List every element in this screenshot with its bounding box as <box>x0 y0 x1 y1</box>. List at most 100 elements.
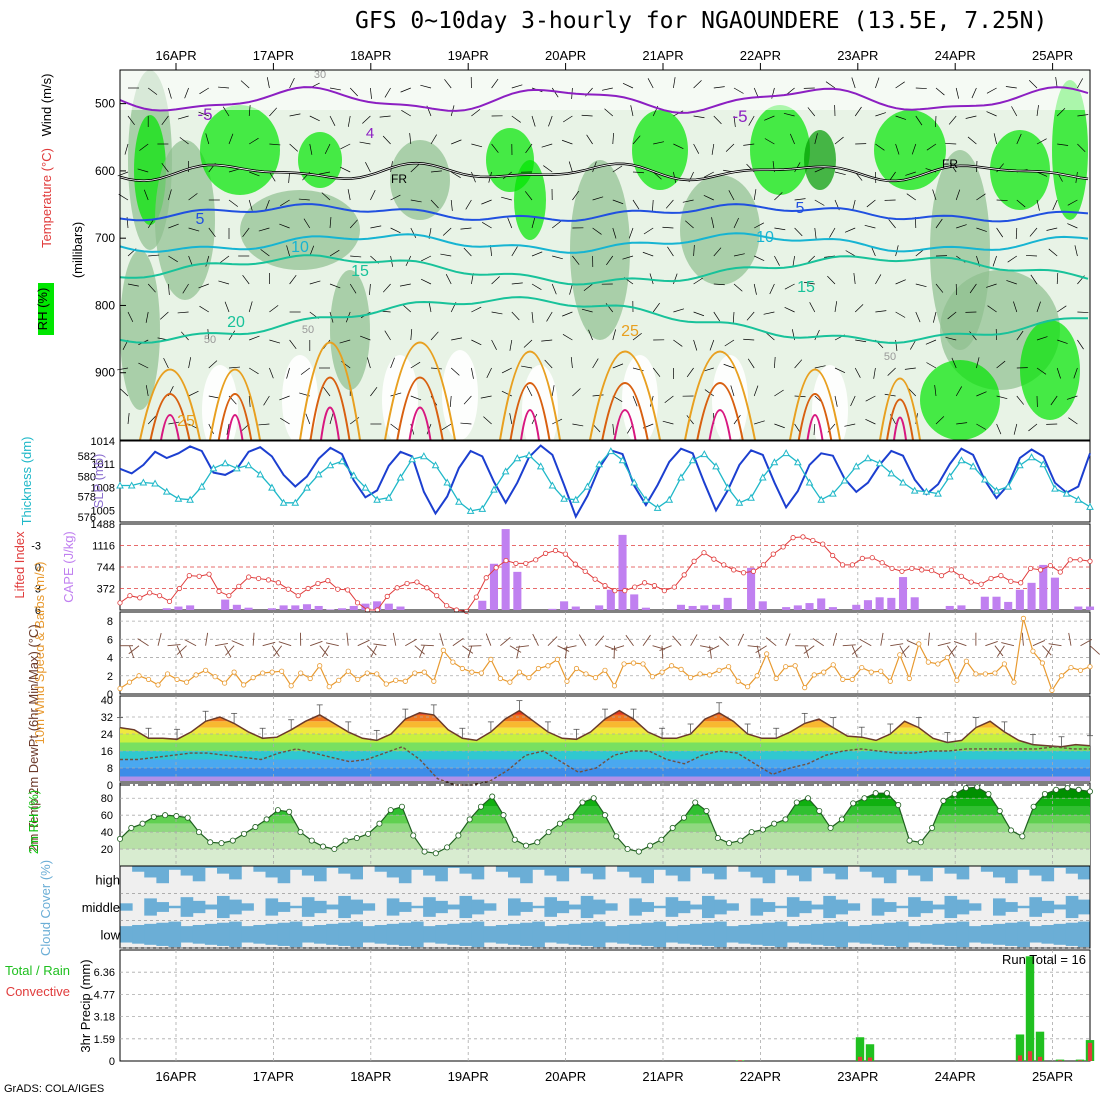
cloud-mid-bar <box>205 905 218 910</box>
wind10m-point <box>584 672 588 676</box>
wind10m-point <box>869 670 873 674</box>
cloud-low-bar <box>751 924 764 945</box>
cloud-low-bar <box>581 923 594 946</box>
wind-barb-10m <box>500 637 510 645</box>
cape-bar <box>548 609 556 610</box>
lifted-index-point <box>524 561 528 565</box>
credit-text: GrADS: COLA/IGES <box>4 1083 104 1095</box>
rh2m-axis-label: 2m RH (%) <box>26 790 41 854</box>
cloud-mid-bar <box>969 903 982 910</box>
cloud-low-bar <box>278 923 291 946</box>
precip-convective-bar <box>738 1060 742 1061</box>
wind-barb-10m <box>662 646 663 659</box>
cloud-low-bar <box>314 925 327 944</box>
cloud-high-bar <box>435 866 448 881</box>
lifted-index-point <box>405 581 409 585</box>
cloud-low-bar <box>508 924 521 945</box>
rh2m-point <box>760 827 765 832</box>
cloud-mid-bar <box>411 906 424 908</box>
cloud-low-bar <box>811 924 824 945</box>
lifted-index-point <box>256 576 260 580</box>
cloud-high-bar <box>411 866 424 870</box>
wind-barb-10m <box>253 633 254 646</box>
cloud-low-bar <box>896 922 909 948</box>
wind10m-point <box>603 668 607 672</box>
rh2m-point <box>851 801 856 806</box>
cape-bar <box>864 600 872 610</box>
date-label-bottom: 16APR <box>155 1069 196 1084</box>
cape-bar <box>887 598 895 610</box>
cape-bar <box>981 597 989 610</box>
cloud-low-bar <box>387 924 400 945</box>
cloud-mid-bar <box>690 905 703 910</box>
cloud-high-bar <box>763 866 776 883</box>
cape-bar <box>829 607 837 610</box>
wind10m-point <box>679 667 683 671</box>
rh2m-point <box>422 849 427 854</box>
wind10m-point <box>698 672 702 676</box>
cloud-mid-bar <box>290 906 303 908</box>
cloud-mid-bar <box>532 906 545 908</box>
cloud-low-bar <box>1005 923 1018 946</box>
wind10m-point <box>1088 664 1092 668</box>
wind10m-point <box>841 677 845 681</box>
cape-bar <box>572 607 580 610</box>
wind10m-frame <box>120 612 1090 694</box>
cape-bar <box>957 605 965 610</box>
cape-bar <box>478 601 486 610</box>
rh2m-point <box>535 840 540 845</box>
wind10m-point <box>945 655 949 659</box>
rh2m-point <box>715 835 720 840</box>
lifted-index-point <box>237 584 241 588</box>
cloud-mid-bar <box>884 902 897 912</box>
precip-legend-convective: Convective <box>6 984 70 999</box>
rh2m-point <box>117 836 122 841</box>
cape-bar <box>315 606 323 610</box>
cloud-low-bar <box>544 926 557 942</box>
thickness-point <box>865 455 871 461</box>
cloud-low-bar <box>229 922 242 948</box>
cape-bar <box>700 605 708 610</box>
rh2m-point <box>298 830 303 835</box>
cloud-high-bar <box>144 866 157 877</box>
cloud-high-bar <box>169 866 182 870</box>
cloud-mid-bar <box>605 903 618 910</box>
rh2m-point <box>264 817 269 822</box>
temp-band <box>120 721 1090 727</box>
cloud-high-bar <box>738 866 751 872</box>
thickness-point <box>421 453 427 459</box>
thickness-point <box>222 460 228 466</box>
lifted-index-point <box>157 593 161 597</box>
rh2m-point <box>253 824 258 829</box>
rh2m-point <box>377 821 382 826</box>
wind10m-point <box>669 664 673 668</box>
cloud-high-bar <box>835 866 848 879</box>
date-label-top: 17APR <box>253 48 294 63</box>
rh2m-point <box>456 833 461 838</box>
wind-barb-10m <box>1001 643 1014 646</box>
cloud-mid-bar <box>1005 902 1018 912</box>
cloud-mid-bar <box>1017 906 1030 908</box>
cloud-low-bar <box>253 925 266 944</box>
thickness-point <box>1029 454 1035 460</box>
rh2m-point <box>580 800 585 805</box>
wind10m-point <box>1021 616 1025 620</box>
temp2m-tick-label: 8 <box>107 763 113 775</box>
date-label-top: 19APR <box>448 48 489 63</box>
lifted-index-point <box>553 548 557 552</box>
lifted-index-point <box>543 551 547 555</box>
lifted-index-point <box>306 586 310 590</box>
rh2m-point <box>952 791 957 796</box>
wind-barb-10m <box>612 646 624 650</box>
lifted-index-point <box>474 595 478 599</box>
rh2m-point <box>478 804 483 809</box>
cloud-mid-bar <box>278 902 291 912</box>
rh2m-point <box>614 834 619 839</box>
contour-label: 25 <box>621 323 639 340</box>
contour-label: FR <box>942 157 958 171</box>
lifted-index-point <box>989 576 993 580</box>
cloud-low-bar <box>169 922 182 948</box>
lifted-index-point <box>1088 559 1092 563</box>
cloud-low-bar <box>144 924 157 945</box>
lifted-index-point <box>494 566 498 570</box>
